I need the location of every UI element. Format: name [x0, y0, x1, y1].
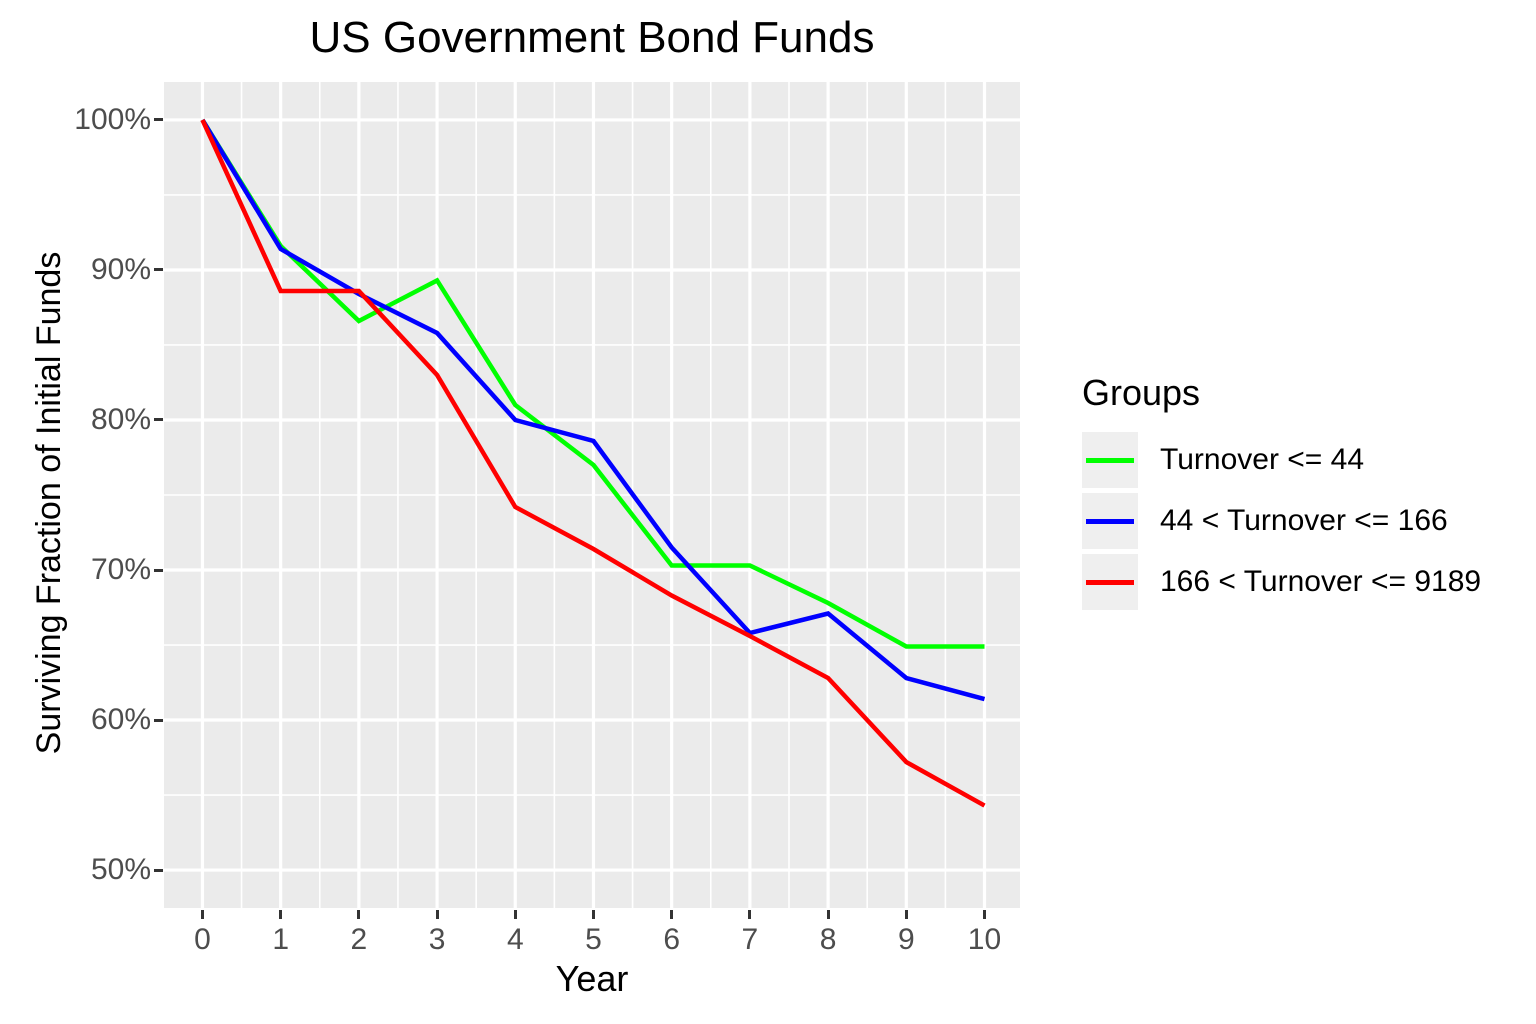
- x-tick-mark: [200, 910, 204, 919]
- x-tick-label: 6: [663, 923, 681, 956]
- x-tick-label: 2: [350, 923, 368, 956]
- x-tick-label: 5: [585, 923, 602, 956]
- legend-item-label: 44 < Turnover <= 166: [1160, 504, 1448, 537]
- legend: Groups Turnover <= 44 44 < Turnover <= 1…: [1082, 372, 1481, 615]
- y-tick-label: 90%: [90, 252, 151, 286]
- y-tick-label: 50%: [90, 853, 151, 887]
- legend-title: Groups: [1082, 372, 1201, 413]
- y-tick-mark: [154, 418, 163, 422]
- x-tick-mark: [748, 910, 752, 919]
- x-tick-label: 3: [428, 923, 446, 956]
- x-tick-mark: [826, 910, 830, 919]
- x-tick-mark: [904, 910, 908, 919]
- x-tick-mark: [982, 910, 986, 919]
- legend-key-swatch: [1082, 432, 1138, 488]
- x-tick-label: 9: [897, 923, 915, 956]
- x-tick-mark: [591, 910, 595, 919]
- y-tick-mark: [154, 568, 163, 572]
- legend-item: 166 < Turnover <= 9189: [1082, 554, 1481, 610]
- x-tick-mark: [279, 910, 283, 919]
- x-tick-mark: [670, 910, 674, 919]
- legend-line-icon: [1086, 457, 1134, 463]
- y-tick-label: 60%: [90, 703, 151, 737]
- y-tick-label: 70%: [90, 553, 151, 586]
- x-axis-title: Year: [555, 958, 629, 999]
- x-tick-mark: [513, 910, 517, 919]
- x-tick-mark: [435, 910, 439, 919]
- plot-lines-svg: [164, 82, 1020, 908]
- y-tick-mark: [154, 268, 163, 272]
- y-tick-mark: [154, 868, 163, 872]
- y-tick-mark: [154, 718, 163, 722]
- x-tick-label: 4: [506, 923, 524, 956]
- y-tick-label: 80%: [90, 402, 151, 436]
- legend-line-icon: [1086, 579, 1134, 585]
- legend-item: 44 < Turnover <= 166: [1082, 493, 1481, 549]
- x-tick-label: 7: [741, 923, 759, 956]
- chart-title: US Government Bond Funds: [309, 13, 875, 62]
- legend-line-icon: [1086, 518, 1134, 524]
- x-tick-mark: [357, 910, 361, 919]
- legend-item-label: 166 < Turnover <= 9189: [1160, 565, 1482, 598]
- x-tick-label: 8: [819, 923, 837, 956]
- x-tick-label: 10: [967, 923, 1002, 956]
- plot-panel: [164, 82, 1020, 908]
- x-tick-label: 0: [194, 923, 211, 956]
- y-tick-mark: [154, 118, 163, 122]
- legend-key-swatch: [1082, 554, 1138, 610]
- legend-item: Turnover <= 44: [1082, 432, 1481, 488]
- legend-item-label: Turnover <= 44: [1160, 443, 1365, 476]
- x-tick-label: 1: [272, 923, 290, 956]
- y-tick-label: 100%: [74, 102, 151, 136]
- legend-key-swatch: [1082, 493, 1138, 549]
